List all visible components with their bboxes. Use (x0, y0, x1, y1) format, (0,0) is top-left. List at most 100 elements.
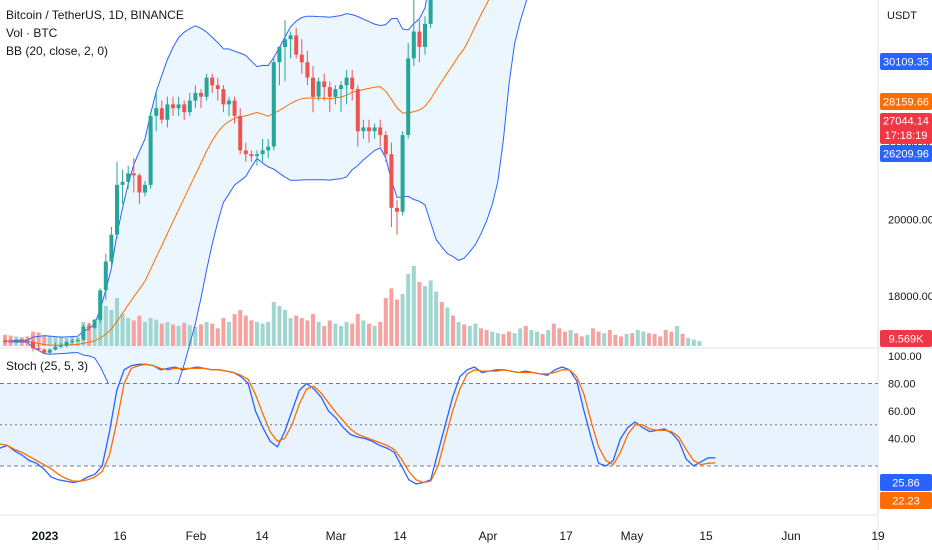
volume-bar (232, 314, 237, 346)
volume-bar (182, 322, 187, 346)
volume-bar (434, 291, 439, 346)
volume-bar (193, 326, 198, 346)
volume-bar (243, 315, 248, 346)
time-axis[interactable]: 2023 16 Feb 14 Mar 14 Apr 17 May 15 Jun 19 (32, 529, 885, 543)
volume-bar (109, 310, 114, 346)
candle-body (64, 342, 69, 346)
candle-body (355, 89, 360, 132)
bollinger-fill (5, 0, 527, 429)
volume-bar (557, 328, 562, 346)
volume-bar (652, 334, 657, 346)
volume-bar (383, 298, 388, 346)
badge-bb-upper: 30109.35 (880, 53, 932, 70)
time-tick-label: 14 (393, 529, 407, 543)
candle-body (3, 340, 7, 342)
volume-bar (607, 330, 612, 346)
volume-bar (697, 341, 702, 346)
candle-body (182, 104, 187, 113)
volume-bar (479, 328, 483, 346)
candle-body (193, 92, 198, 101)
currency-label[interactable]: USDT (887, 10, 917, 22)
volume-bar (249, 320, 254, 346)
candle-body (204, 77, 209, 97)
badge-bb-lower: 26209.96 (880, 145, 932, 162)
candle-body (8, 341, 13, 343)
stoch-axis[interactable]: 100.00 80.00 60.00 40.00 (888, 351, 922, 446)
last-price-value: 27044.14 (883, 116, 929, 128)
badge-stoch-d: 22.23 (880, 492, 932, 509)
volume-bar (305, 320, 310, 346)
volume-bar (131, 320, 136, 346)
stoch-k-value: 25.86 (892, 478, 920, 490)
volume-bar (563, 331, 567, 346)
volume-bar (288, 318, 293, 346)
candle-body (42, 349, 47, 353)
volume-bar (255, 322, 259, 346)
volume-bar (283, 310, 287, 346)
candle-body (400, 135, 405, 212)
candle-body (215, 85, 220, 89)
volume-bar (137, 315, 142, 346)
volume-bar (490, 331, 495, 346)
volume-bar (568, 330, 573, 346)
chart-title[interactable]: Bitcoin / TetherUS, 1D, BINANCE (6, 8, 184, 22)
candle-body (299, 54, 304, 63)
bollinger-indicator-label[interactable]: BB (20, close, 2, 0) (6, 44, 108, 58)
time-tick-label: May (621, 529, 644, 543)
candle-body (148, 115, 153, 185)
candle-body (109, 234, 114, 262)
volume-bar (199, 324, 203, 346)
candle-body (165, 104, 170, 120)
volume-bar (389, 288, 394, 346)
volume-bar (540, 334, 545, 346)
candle-body (327, 87, 332, 97)
candle-body (243, 150, 248, 155)
volume-bar (512, 333, 517, 346)
volume-bar (154, 319, 159, 346)
badge-last-price: 27044.14 17:18:19 (880, 113, 932, 144)
volume-bar (445, 307, 450, 346)
candle-body (350, 77, 355, 90)
candle-body (47, 349, 52, 353)
candle-body (255, 154, 259, 157)
candle-body (395, 207, 399, 212)
volume-bar (591, 328, 595, 346)
volume-indicator-label[interactable]: Vol · BTC (6, 26, 58, 40)
candle-body (159, 108, 164, 120)
candle-body (333, 89, 338, 97)
volume-bar (439, 302, 444, 346)
candle-body (367, 127, 371, 132)
volume-bar (523, 326, 528, 346)
candle-body (36, 348, 41, 350)
stoch-indicator-label[interactable]: Stoch (25, 5, 3) (6, 359, 88, 373)
volume-bar (143, 322, 147, 346)
candle-body (423, 23, 427, 47)
candle-body (361, 127, 366, 132)
volume-bar (372, 326, 377, 346)
candle-body (103, 261, 108, 291)
candle-body (249, 154, 254, 157)
volume-bar (663, 330, 668, 346)
volume-bar (311, 314, 315, 346)
candle-body (115, 184, 119, 235)
volume-bar (271, 302, 276, 346)
volume-bar (585, 334, 590, 346)
volume-bar (579, 336, 584, 346)
time-tick-label: 17 (559, 529, 573, 543)
volume-bar (484, 330, 489, 346)
volume-bar (467, 326, 472, 346)
volume-bar (227, 322, 231, 346)
volume-bar (165, 322, 170, 346)
volume-bar (574, 333, 579, 346)
volume-bar (47, 336, 52, 346)
volume-bar (613, 334, 618, 346)
candle-body (210, 77, 215, 86)
volume-bar (277, 306, 282, 346)
volume-bar (260, 323, 265, 346)
volume-bar (507, 331, 511, 346)
bb-upper-value: 30109.35 (883, 57, 929, 69)
volume-bar (680, 334, 685, 346)
volume-bar (204, 322, 209, 346)
